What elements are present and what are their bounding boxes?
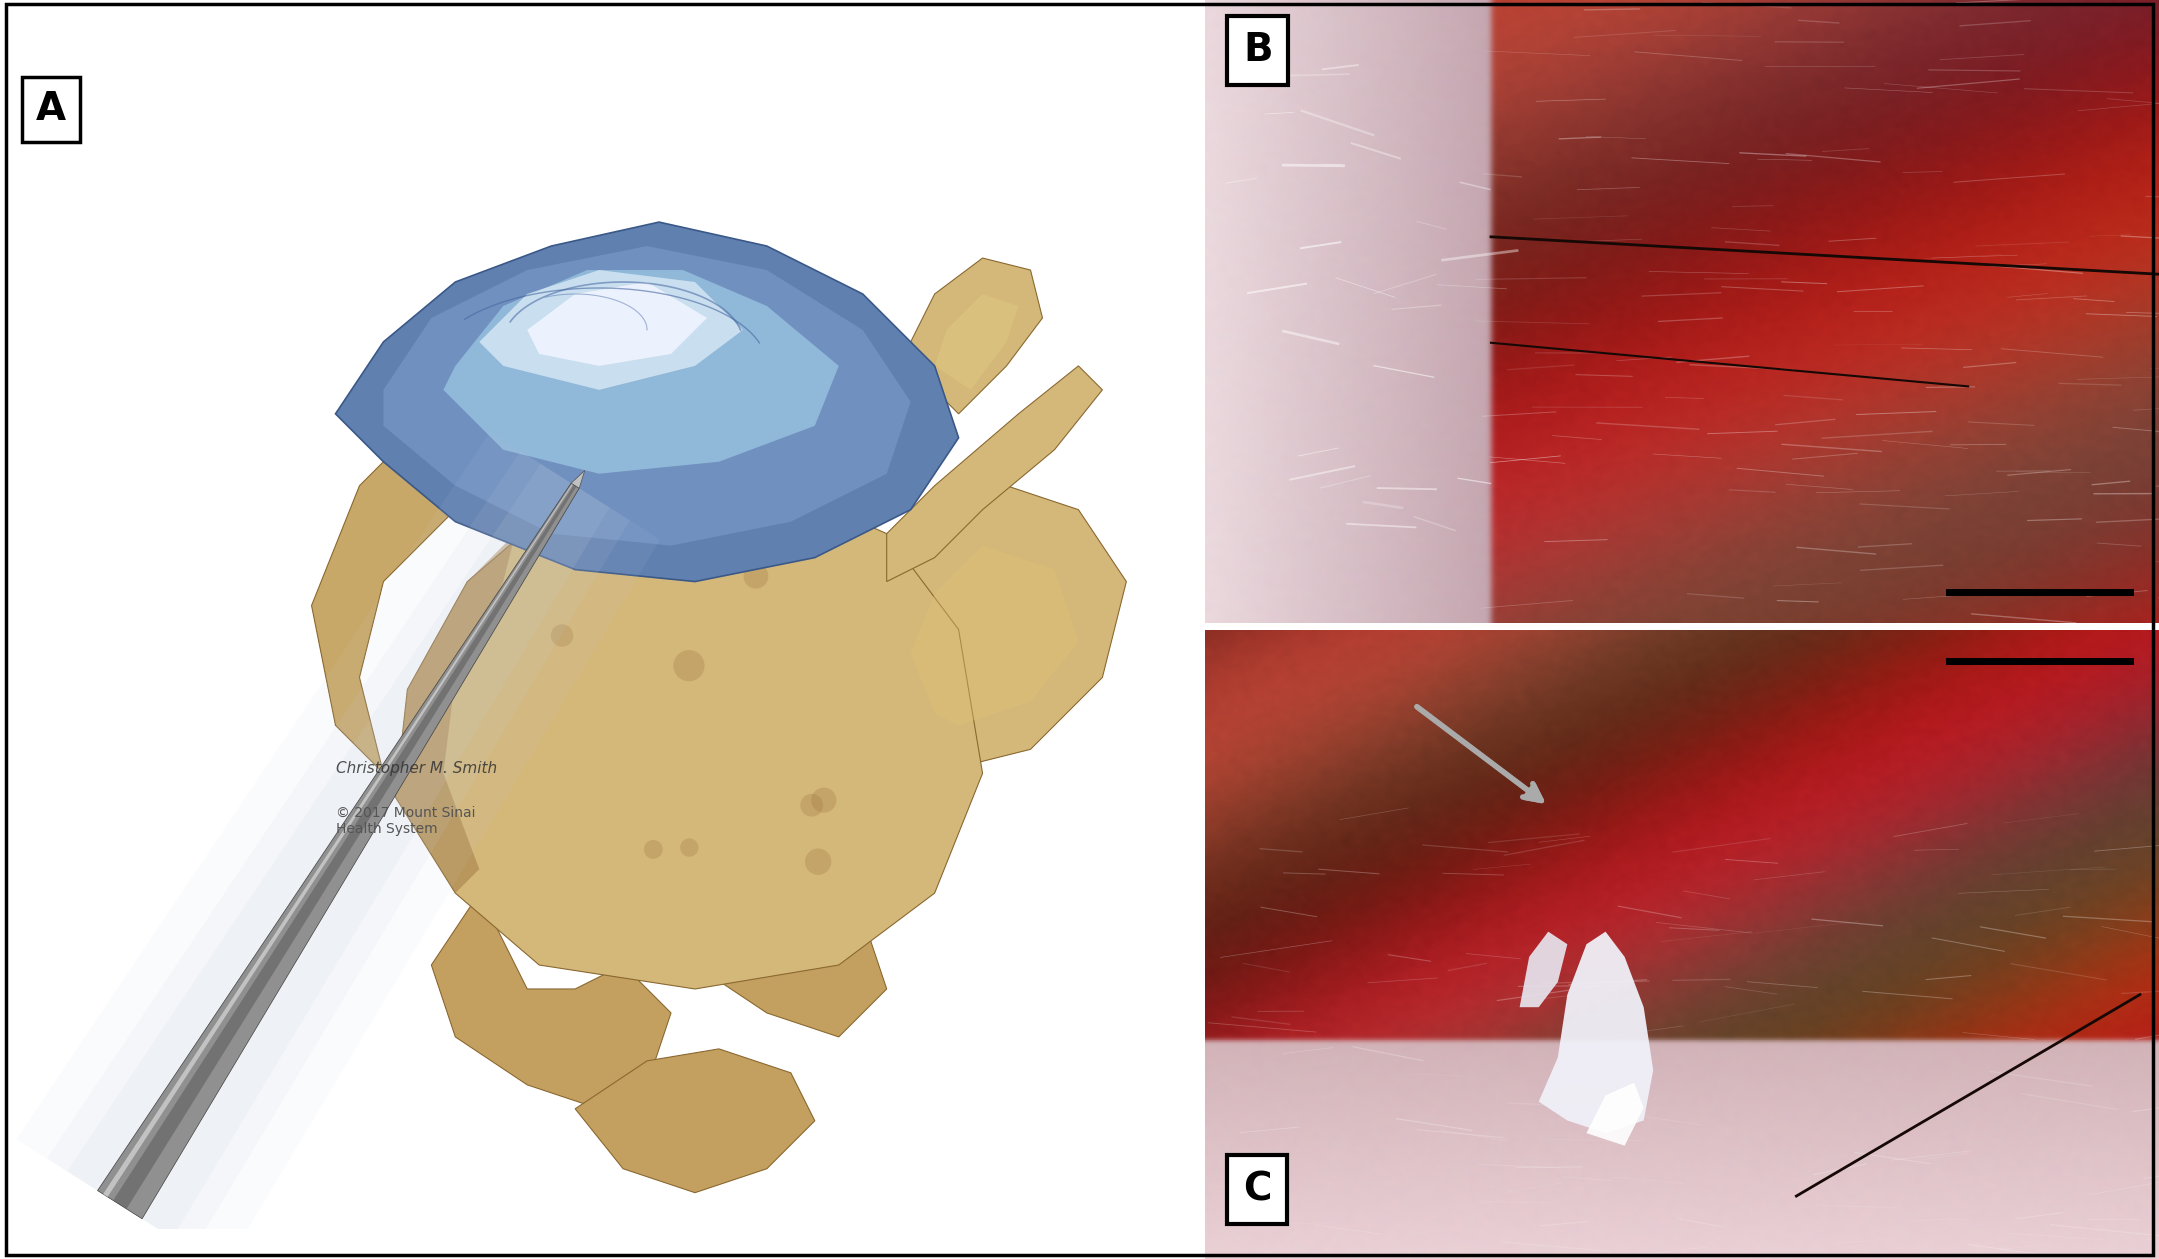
Polygon shape [384,246,911,545]
Polygon shape [1520,932,1567,1007]
Text: B: B [1244,31,1272,69]
Polygon shape [97,483,579,1219]
Polygon shape [432,893,671,1109]
Polygon shape [572,471,585,488]
Polygon shape [67,463,609,1238]
Text: A: A [37,91,67,128]
Polygon shape [911,545,1080,725]
Circle shape [812,788,836,813]
Polygon shape [335,222,959,582]
Polygon shape [395,473,982,990]
Polygon shape [887,366,1103,582]
Polygon shape [104,483,572,1197]
Polygon shape [479,269,743,390]
Polygon shape [838,486,1127,773]
Polygon shape [1539,932,1654,1133]
Polygon shape [935,295,1019,390]
Text: Christopher M. Smith: Christopher M. Smith [335,762,497,777]
Text: C: C [1244,1171,1272,1209]
Polygon shape [456,462,887,569]
Polygon shape [527,282,706,366]
Circle shape [680,838,700,857]
Polygon shape [695,893,887,1037]
Polygon shape [911,258,1043,414]
Text: © 2017 Mount Sinai
Health System: © 2017 Mount Sinai Health System [335,806,475,836]
Circle shape [643,840,663,859]
Circle shape [743,564,769,589]
Circle shape [805,849,831,875]
Polygon shape [1587,1083,1643,1146]
Polygon shape [574,1049,814,1192]
Polygon shape [311,366,624,797]
Polygon shape [395,534,516,893]
Polygon shape [47,451,630,1251]
Circle shape [551,624,574,647]
Polygon shape [112,485,576,1209]
Circle shape [801,794,823,817]
Circle shape [674,650,704,681]
Polygon shape [17,432,661,1259]
Polygon shape [443,269,838,473]
